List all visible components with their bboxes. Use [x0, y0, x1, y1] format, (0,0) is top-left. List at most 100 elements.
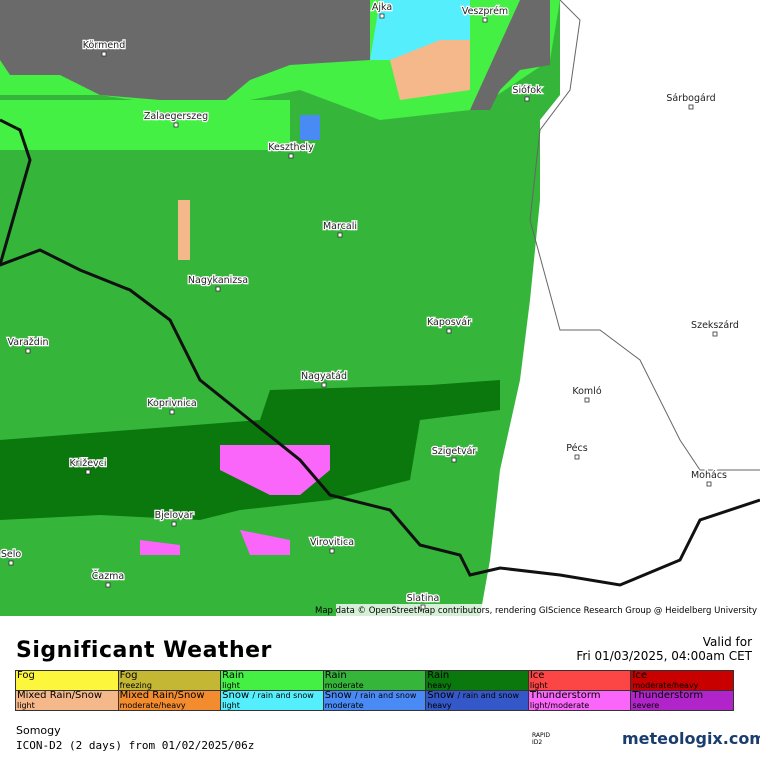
city-dot [105, 582, 111, 588]
city-label: Nagykanizsa [188, 275, 248, 286]
legend-sub: severe [632, 701, 660, 710]
legend-item: Fog freezing [118, 671, 222, 691]
legend-main: Mixed Rain/Snow [17, 691, 103, 701]
county-border [529, 0, 760, 471]
legend-item: Snow / rain and snow light [221, 691, 324, 711]
city-label: Koprivnica [147, 398, 196, 409]
legend-main: Ice [529, 671, 545, 681]
city-dot [712, 331, 718, 337]
city-dot [171, 521, 177, 527]
model-info: ICON-D2 (2 days) from 01/02/2025/06z [16, 739, 255, 752]
city-label: Varaždin [8, 337, 49, 348]
legend-main: Rain [222, 671, 245, 681]
mixed-light-area [178, 200, 190, 260]
border [0, 118, 760, 587]
city-label: Selo [1, 549, 22, 560]
city-label: Nagyatád [301, 371, 347, 382]
logo: meteologix.com [622, 729, 760, 748]
city-dot [25, 348, 31, 354]
legend-main: Fog [17, 671, 35, 681]
thunderstorm-area [140, 540, 180, 555]
city-label: Čazma [92, 570, 125, 582]
snow-moderate-area [300, 115, 320, 140]
legend-note: / rain and snow [457, 691, 519, 700]
legend-item: Thunderstorm severe [631, 691, 734, 711]
legend-main: Ice [632, 671, 648, 681]
legend-sub: heavy [427, 701, 452, 710]
city-dot [451, 457, 457, 463]
attribution-bg [336, 604, 760, 616]
legend-sub: heavy [427, 681, 452, 690]
legend-item: Fog [16, 671, 119, 691]
attribution: Map data © OpenStreetMap contributors, r… [315, 606, 757, 616]
legend: Fog Fog freezing Rain light Rain moderate Rain h… [15, 670, 734, 711]
city-label: Mohács [691, 470, 727, 481]
city-label: Körmend [83, 40, 125, 51]
legend-item: Mixed Rain/Snow moderate/heavy [118, 691, 222, 711]
city-label: Keszthely [268, 142, 314, 153]
rain-light-area [0, 100, 290, 150]
city-label: Szekszárd [691, 320, 739, 331]
city-dot [101, 51, 107, 57]
city-label: Bjelovar [155, 510, 194, 521]
city-dot [321, 382, 327, 388]
no-weather-area [0, 0, 760, 616]
legend-sub: light [222, 701, 240, 710]
city-dot [337, 232, 343, 238]
city-dot [574, 454, 580, 460]
legend-sub: moderate [324, 701, 364, 710]
legend-main: Snow [324, 691, 352, 701]
city-label: Slatina [407, 593, 440, 604]
city-dot [329, 548, 335, 554]
legend-sub: moderate/heavy [119, 701, 186, 710]
legend-item: Ice moderate/heavy [631, 671, 734, 691]
city-label: Kaposvár [427, 317, 471, 328]
city-dot [584, 397, 590, 403]
legend-note: / rain and snow [354, 691, 417, 700]
city-label: Siófok [512, 85, 542, 96]
city-dot [85, 469, 91, 475]
city-dot [482, 17, 488, 23]
legend-main: Snow [222, 691, 250, 701]
legend-item: Rain heavy [426, 671, 529, 691]
no-data-area [470, 0, 550, 110]
city-dot [215, 286, 221, 292]
city-dot [379, 13, 385, 19]
city-dot [169, 409, 175, 415]
city-label: Zalaegerszeg [144, 111, 208, 122]
legend-sub: light [17, 701, 35, 710]
city-label: Križevci [69, 458, 106, 469]
city-dot [288, 153, 294, 159]
city-dot [173, 122, 179, 128]
city-dot [446, 328, 452, 334]
legend-note: / rain and snow [252, 691, 314, 700]
legend-main: Thunderstorm [529, 691, 601, 701]
legend-sub: moderate/heavy [632, 681, 699, 690]
map: Map data © OpenStreetMap contributors, r… [0, 0, 760, 616]
city-dot [8, 560, 14, 566]
legend-item: Rain moderate [323, 671, 427, 691]
legend-item: Snow / rain and snow heavy [426, 691, 529, 711]
city-label: Virovitica [310, 537, 354, 548]
legend-main: Rain [324, 671, 347, 681]
legend-sub: light/moderate [529, 701, 590, 710]
valid-time: Fri 01/03/2025, 04:00am CET [576, 649, 752, 663]
city-label: Veszprém [462, 6, 508, 17]
thunderstorm-area [240, 530, 290, 555]
city-label: Marcali [323, 221, 357, 232]
legend-item: Ice light [528, 671, 632, 691]
badge: RAPID ID2 [532, 732, 551, 746]
legend-sub: freezing [119, 681, 152, 690]
valid-label: Valid for [702, 635, 752, 649]
city-dot [688, 104, 694, 110]
city-label: Ajka [372, 2, 392, 13]
legend-main: Snow [427, 691, 455, 701]
legend-sub: light [222, 681, 240, 690]
legend-item: Rain light [221, 671, 324, 691]
legend-item: Thunderstorm light/moderate [528, 691, 632, 711]
legend-item: Mixed Rain/Snow light [16, 691, 119, 711]
city-label: Szigetvár [432, 446, 477, 457]
legend-main: Rain [427, 671, 450, 681]
legend-sub: light [529, 681, 548, 690]
